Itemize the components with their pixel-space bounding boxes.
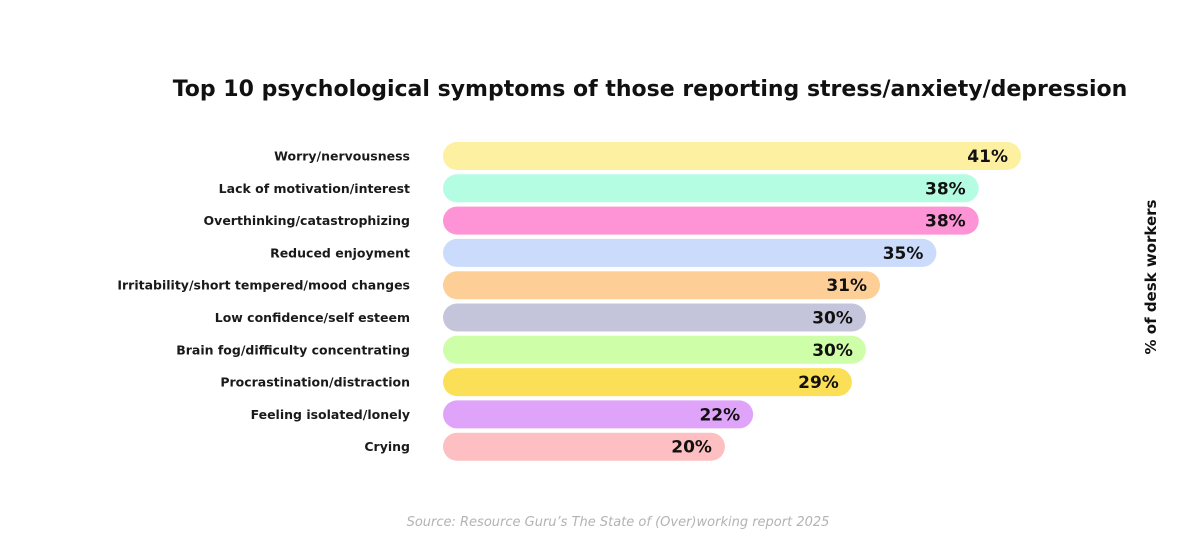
- bar: [443, 174, 979, 203]
- category-label: Procrastination/distraction: [220, 375, 410, 390]
- bar: [443, 238, 937, 267]
- value-label: 20%: [671, 438, 712, 458]
- bar: [443, 400, 754, 429]
- value-label: 38%: [925, 212, 966, 232]
- value-label: 35%: [883, 244, 924, 264]
- chart-title: Top 10 psychological symptoms of those r…: [173, 77, 1128, 102]
- category-label: Brain fog/difficulty concentrating: [176, 342, 410, 357]
- bar: [443, 368, 852, 397]
- value-label: 41%: [967, 147, 1008, 167]
- value-label: 30%: [812, 341, 853, 361]
- source-note: Source: Resource Guru’s The State of (Ov…: [407, 515, 830, 530]
- bar: [443, 335, 866, 364]
- category-label: Low confidence/self esteem: [215, 310, 410, 325]
- category-label: Reduced enjoyment: [270, 245, 410, 260]
- value-label: 38%: [925, 179, 966, 199]
- category-label: Worry/nervousness: [274, 149, 410, 164]
- bar: [443, 142, 1021, 170]
- y-axis-label: % of desk workers: [1142, 199, 1160, 354]
- bar: [443, 271, 881, 300]
- bar: [443, 432, 725, 461]
- bar: [443, 206, 979, 235]
- value-label: 30%: [812, 309, 853, 329]
- category-label: Overthinking/catastrophizing: [204, 213, 410, 228]
- category-label: Feeling isolated/lonely: [251, 407, 410, 422]
- value-label: 22%: [699, 405, 740, 425]
- value-label: 31%: [826, 276, 867, 296]
- category-label: Irritability/short tempered/mood changes: [117, 278, 410, 293]
- value-label: 29%: [798, 373, 839, 393]
- category-label: Lack of motivation/interest: [219, 181, 410, 196]
- bars-group: Worry/nervousness 41% Lack of motivation/i…: [117, 142, 1021, 461]
- category-label: Crying: [364, 439, 410, 454]
- bar: [443, 303, 866, 332]
